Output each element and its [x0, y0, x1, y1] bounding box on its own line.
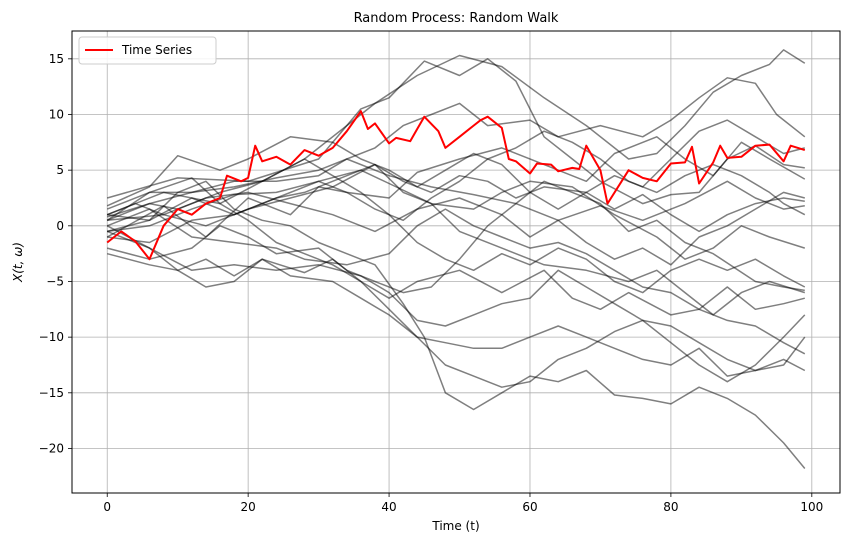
y-tick-label: −5 [46, 274, 64, 288]
background-series-line [106, 191, 805, 266]
highlight-series-group [106, 110, 806, 261]
background-series-line [106, 136, 806, 238]
x-tick-label: 100 [800, 500, 823, 514]
x-tick-label: 60 [522, 500, 537, 514]
y-tick-label: 15 [49, 52, 64, 66]
background-series-line [106, 177, 806, 388]
background-series-line [107, 180, 806, 469]
background-series-line [106, 158, 805, 222]
y-axis-label: X(t, ω) [11, 242, 25, 283]
time-series-line [106, 110, 806, 261]
y-tick-label: −15 [39, 386, 64, 400]
background-series-group [106, 49, 806, 469]
y-tick-label: 0 [56, 219, 64, 233]
background-series-line [106, 230, 806, 372]
chart-title: Random Process: Random Walk [354, 11, 559, 26]
legend-box [78, 36, 217, 65]
y-tick-label: 5 [56, 163, 64, 177]
background-series-line [106, 225, 805, 316]
axis-ticks: 0 20 40 60 80 100 15 10 5 0 −5 −10 −15 −20 [39, 52, 824, 514]
legend-label-time-series: Time Series [121, 43, 192, 57]
y-tick-label: −20 [39, 441, 64, 455]
x-tick-label: 0 [103, 500, 111, 514]
x-axis-label: Time (t) [431, 519, 479, 533]
background-series-line [106, 158, 806, 294]
background-series-line [106, 208, 806, 355]
y-tick-label: 10 [49, 107, 64, 121]
x-tick-label: 80 [663, 500, 678, 514]
background-series-line [107, 130, 806, 233]
y-tick-label: −10 [39, 330, 64, 344]
plot-frame [71, 30, 841, 494]
x-tick-label: 40 [381, 500, 396, 514]
background-series-line [106, 119, 805, 210]
background-series-line [107, 163, 805, 233]
legend: Time Series [78, 36, 217, 65]
background-series-line [107, 252, 806, 377]
background-series-line [107, 180, 805, 294]
x-tick-label: 20 [241, 500, 256, 514]
background-series-line [107, 169, 806, 260]
